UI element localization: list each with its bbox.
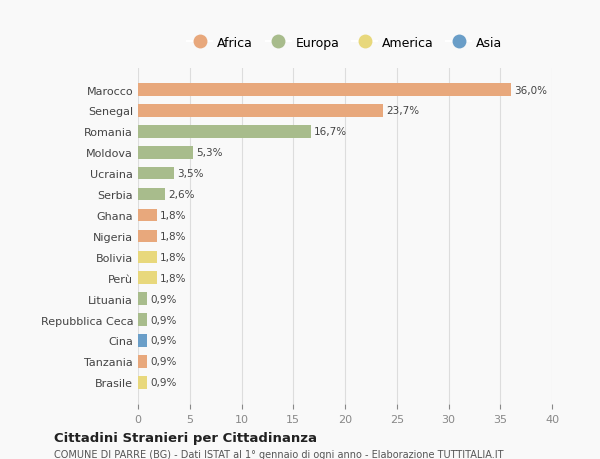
Bar xyxy=(138,313,148,326)
Text: 3,5%: 3,5% xyxy=(178,169,204,179)
Bar xyxy=(138,147,193,159)
Text: Cittadini Stranieri per Cittadinanza: Cittadini Stranieri per Cittadinanza xyxy=(54,431,317,444)
Bar xyxy=(138,251,157,263)
Text: 0,9%: 0,9% xyxy=(151,336,177,346)
Bar xyxy=(138,168,174,180)
Bar xyxy=(138,209,157,222)
Bar xyxy=(138,188,165,201)
Text: 5,3%: 5,3% xyxy=(196,148,223,158)
Bar xyxy=(138,230,157,243)
Text: 2,6%: 2,6% xyxy=(168,190,194,200)
Text: 1,8%: 1,8% xyxy=(160,273,186,283)
Text: 0,9%: 0,9% xyxy=(151,294,177,304)
Text: 0,9%: 0,9% xyxy=(151,377,177,387)
Text: 16,7%: 16,7% xyxy=(314,127,347,137)
Bar xyxy=(138,376,148,389)
Bar xyxy=(138,272,157,285)
Bar xyxy=(138,355,148,368)
Text: 1,8%: 1,8% xyxy=(160,231,186,241)
Legend: Africa, Europa, America, Asia: Africa, Europa, America, Asia xyxy=(182,32,508,55)
Text: 0,9%: 0,9% xyxy=(151,357,177,367)
Text: 1,8%: 1,8% xyxy=(160,211,186,220)
Bar xyxy=(138,84,511,96)
Text: 23,7%: 23,7% xyxy=(386,106,419,116)
Bar xyxy=(138,293,148,305)
Bar xyxy=(138,335,148,347)
Text: 1,8%: 1,8% xyxy=(160,252,186,262)
Bar xyxy=(138,126,311,138)
Text: 36,0%: 36,0% xyxy=(514,85,547,95)
Text: 0,9%: 0,9% xyxy=(151,315,177,325)
Text: COMUNE DI PARRE (BG) - Dati ISTAT al 1° gennaio di ogni anno - Elaborazione TUTT: COMUNE DI PARRE (BG) - Dati ISTAT al 1° … xyxy=(54,449,503,459)
Bar xyxy=(138,105,383,118)
